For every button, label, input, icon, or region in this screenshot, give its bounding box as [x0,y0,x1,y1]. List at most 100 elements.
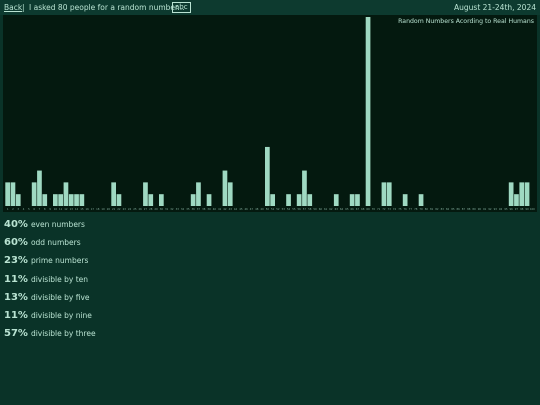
x-tick-label: 77 [409,207,413,211]
x-tick-label: 59 [313,207,317,211]
bar [355,194,360,206]
x-tick-label: 86 [456,207,460,211]
x-tick-label: 71 [377,207,381,211]
stat-label: even numbers [30,220,85,229]
bar [74,194,79,206]
x-tick-label: 91 [483,207,487,211]
x-tick-label: 92 [488,207,492,211]
x-tick-label: 44 [234,207,238,211]
stat: 40% even numbers [4,219,85,230]
x-tick-label: 84 [446,207,450,211]
date: August 21-24th, 2024 [454,3,536,12]
x-tick-label: 49 [260,207,264,211]
stat: 57% divisible by three [4,328,96,339]
separator: | [22,3,25,12]
bar [349,194,355,206]
stat: 11% divisible by nine [4,310,92,321]
bar [5,182,10,206]
bar [265,146,270,206]
x-tick-label: 79 [419,207,423,211]
stat: 60% odd numbers [4,237,81,248]
x-tick-label: 9 [49,207,51,211]
x-tick-label: 37 [197,207,201,211]
x-tick-label: 53 [282,207,286,211]
x-tick-label: 75 [398,207,402,211]
x-tick-label: 55 [292,207,296,211]
bar [42,194,48,206]
bar [418,194,424,206]
x-tick-label: 48 [255,207,259,211]
bar [10,182,16,206]
bar [508,182,514,206]
stat-percent: 11% [4,310,28,321]
x-tick-label: 2 [12,207,14,211]
x-tick-label: 32 [170,207,174,211]
stat-label: divisible by nine [30,311,92,320]
bar [148,194,154,206]
x-tick-label: 26 [138,207,142,211]
x-tick-label: 45 [239,207,243,211]
bar [519,182,525,206]
x-tick-label: 7 [39,207,41,211]
x-tick-label: 4 [23,207,25,211]
bar [58,194,63,206]
x-tick-label: 58 [308,207,312,211]
bar [386,182,392,206]
bar [302,170,307,206]
x-tick-label: 27 [144,207,148,211]
back-link[interactable]: Back [4,3,23,12]
x-tick-label: 35 [186,207,190,211]
chart: Random Numbers Acording to Real Humans 1… [3,15,537,212]
bar [286,194,291,206]
x-tick-label: 94 [499,207,503,211]
bar [116,194,122,206]
stat-percent: 23% [4,255,28,267]
x-tick-label: 3 [17,207,19,211]
x-tick-label: 67 [356,207,360,211]
font-toggle[interactable]: abc [172,2,191,13]
x-tick-label: 14 [75,207,79,211]
x-tick-label: 34 [181,207,185,211]
x-tick-label: 18 [96,207,100,211]
stat-label: divisible by three [30,329,96,339]
x-tick-label: 90 [478,207,482,211]
stat-percent: 13% [4,291,28,303]
bar [296,194,302,206]
x-tick-label: 83 [441,207,445,211]
chart-background [3,15,537,212]
bar [63,182,69,206]
x-tick-label: 5 [28,207,30,211]
x-tick-label: 52 [276,207,280,211]
x-tick-label: 97 [515,207,519,211]
x-tick-label: 21 [112,207,116,211]
bar [111,182,116,206]
x-tick-label: 17 [91,207,95,211]
x-tick-label: 29 [154,207,158,211]
bar [365,17,371,206]
stat-percent: 40% [4,219,28,230]
x-tick-label: 98 [520,207,524,211]
x-tick-label: 38 [202,207,206,211]
x-tick-label: 42 [223,207,227,211]
x-tick-label: 31 [165,207,169,211]
x-tick-label: 43 [229,207,233,211]
x-tick-label: 72 [382,207,386,211]
x-tick-label: 64 [340,207,344,211]
x-tick-label: 41 [218,207,222,211]
bar [227,182,233,206]
x-tick-label: 50 [266,207,270,211]
x-tick-label: 80 [425,207,429,211]
x-tick-label: 6 [33,207,35,211]
stat: 23% prime numbers [4,255,88,266]
x-tick-label: 76 [403,207,407,211]
x-tick-label: 99 [525,207,529,211]
x-tick-label: 47 [250,207,254,211]
bar [37,170,42,206]
x-tick-label: 1 [7,207,9,211]
stat-label: odd numbers [30,238,81,248]
x-tick-label: 30 [160,207,164,211]
x-tick-label: 87 [462,207,466,211]
x-tick-label: 51 [271,207,275,211]
x-tick-label: 85 [451,207,455,211]
